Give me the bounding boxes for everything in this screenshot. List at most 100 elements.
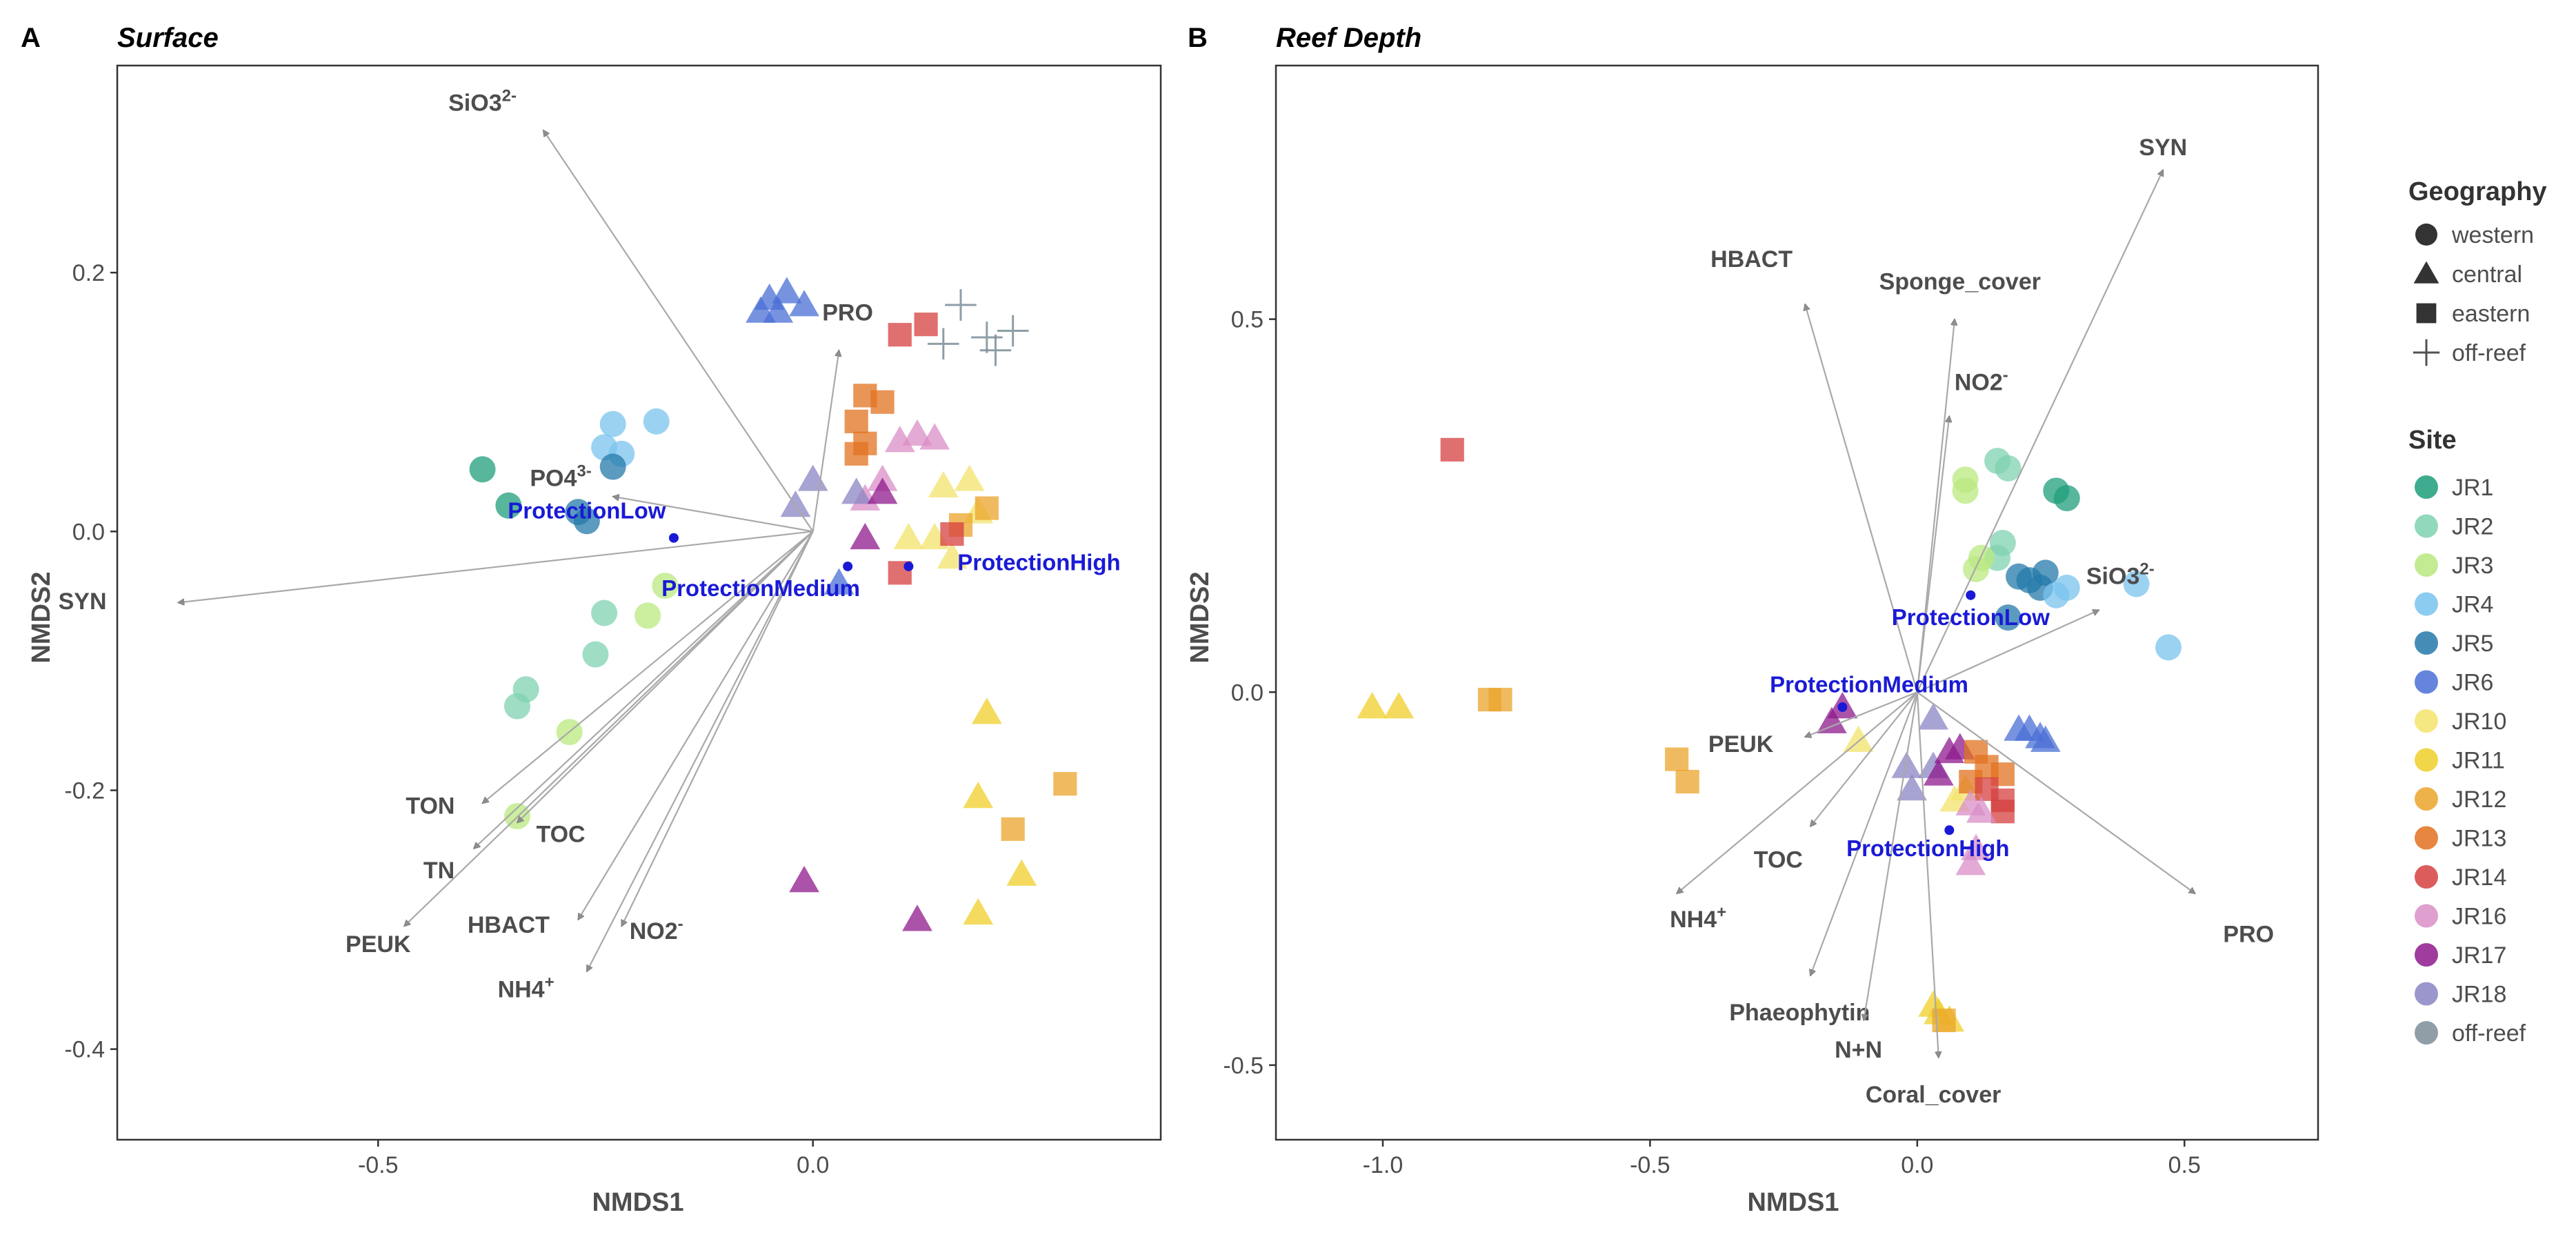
panel-a-plot: -0.5 0.0-0.4-0.20.00.2SiO32-PROPO43-SYNTO… xyxy=(59,64,1162,1178)
panel-b-vector-label: SYN xyxy=(2139,135,2187,161)
legend-geo-label: central xyxy=(2452,261,2522,288)
panel-a-point-jr13 xyxy=(844,442,868,466)
panel-a-point-jr3 xyxy=(652,573,679,600)
panel-a-point-jr18 xyxy=(780,490,811,517)
panel-a-letter: A xyxy=(21,23,41,53)
panel-b-vector-label: HBACT xyxy=(1710,246,1793,273)
panel-b-point-jr17 xyxy=(1923,759,1954,786)
panel-b-vector-arrow xyxy=(1805,304,1918,693)
panel-b-point-jr11 xyxy=(1384,692,1415,719)
panel-a-vector-arrow xyxy=(577,531,814,920)
panel-a-vector-arrow xyxy=(474,531,814,849)
panel-b-vector-arrow xyxy=(1810,691,1918,827)
panel-b-x-tick-label: 0.5 xyxy=(2168,1152,2201,1178)
panel-a-y-tick-label: 0.0 xyxy=(72,519,105,545)
panel-b-point-jr4 xyxy=(2155,634,2182,661)
panel-b-x-axis-title: NMDS1 xyxy=(1747,1188,1839,1217)
panel-b-vector-label: Sponge_cover xyxy=(1879,268,2041,295)
panel-b-y-axis-title: NMDS2 xyxy=(1186,571,1215,663)
panel-a-title: Surface xyxy=(117,23,219,53)
panel-b-point-jr10 xyxy=(1843,725,1874,752)
panel-a-point-jr2 xyxy=(582,641,609,668)
panel-a-point-jr13 xyxy=(870,390,895,414)
panel-b-vector-arrow xyxy=(1916,170,2163,693)
legend-site-swatch xyxy=(2415,709,2438,733)
panel-a-point-jr6 xyxy=(771,277,802,304)
panel-a-frame xyxy=(116,64,1162,1141)
panel-a-point-jr10 xyxy=(954,464,985,491)
panel-b-point-jr17 xyxy=(1817,706,1847,733)
panel-b-frame xyxy=(1275,64,2319,1141)
legend-site-swatch xyxy=(2415,475,2438,499)
panel-a-point-off-reef xyxy=(927,328,959,360)
panel-a-point-jr6 xyxy=(789,290,819,317)
panel-a-point-off-reef xyxy=(945,289,977,321)
panel-a-vector-arrow xyxy=(404,531,814,926)
legend-site-swatch xyxy=(2415,787,2438,811)
panel-b-vector-label: N+N xyxy=(1835,1037,1882,1063)
legend-site-title: Site xyxy=(2408,426,2457,455)
panel-b-y-tick-label: -0.5 xyxy=(1223,1053,1264,1079)
panel-a-point-off-reef xyxy=(979,334,1012,366)
legend-geo-symbol-eastern xyxy=(2416,303,2437,324)
panel-a-protection-label: ProtectionLow xyxy=(508,498,666,524)
legend-site-swatch xyxy=(2415,748,2438,772)
panel-b-plot: -1.0 -0.5 0.0 0.5 -0.5 0.0 0.5 SYN HBACT Sponge_c… xyxy=(1223,64,2319,1178)
panel-a-vector-label: SYN xyxy=(59,588,107,615)
panel-b-protection-label: ProtectionHigh xyxy=(1846,835,2010,861)
panel-b-point-jr3 xyxy=(1952,477,1979,504)
panel-a-point-jr3 xyxy=(635,602,661,629)
panel-b-point-jr16 xyxy=(1961,833,1991,860)
panel-a-vector-label: PRO xyxy=(822,300,873,326)
panel-b-protection-label: ProtectionLow xyxy=(1892,604,2050,630)
legend-site-label: JR4 xyxy=(2452,592,2493,618)
panel-a-point-jr5 xyxy=(599,453,626,480)
panel-a-point-off-reef xyxy=(971,321,1003,353)
legend-geo-symbol-central xyxy=(2413,261,2439,284)
panel-a-vector-label: TOC xyxy=(536,822,585,848)
panel-a-point-jr1 xyxy=(495,492,522,519)
legend-site-swatch xyxy=(2415,826,2438,850)
panel-a-x-tick-label: -0.5 xyxy=(358,1152,399,1178)
panel-b-point-jr12 xyxy=(1675,769,1699,794)
panel-a-vector-arrow xyxy=(543,130,814,532)
panel-a-vector-arrow xyxy=(483,531,814,803)
panel-b-vector-arrow xyxy=(1917,610,2099,693)
panel-a-point-jr5 xyxy=(573,508,600,535)
panel-b-protection-label: ProtectionMedium xyxy=(1770,671,1968,697)
panel-a-point-jr2 xyxy=(503,693,530,720)
legend-geo-symbol-western xyxy=(2415,224,2437,246)
panel-a-point-jr11 xyxy=(1006,859,1037,886)
panel-a-vector-label: TON xyxy=(406,793,455,819)
panel-b-vector-label: PEUK xyxy=(1708,731,1774,758)
panel-a-point-jr10 xyxy=(937,542,968,569)
panel-a-point-jr16 xyxy=(902,419,932,446)
legend-site-swatch xyxy=(2415,865,2438,889)
legend-site-swatch xyxy=(2415,592,2438,616)
panel-a-point-jr12 xyxy=(975,496,999,520)
panel-b-point-jr17 xyxy=(1934,736,1965,764)
legend-site-swatch xyxy=(2415,514,2438,538)
panel-b-vector-label: NO2- xyxy=(1955,366,2008,395)
panel-b-point-jr18 xyxy=(1897,773,1927,801)
legend-geography-title: Geography xyxy=(2408,177,2547,206)
panel-a-y-tick-label: -0.2 xyxy=(64,778,105,804)
panel-a-protection-label: ProtectionHigh xyxy=(957,550,1121,575)
panel-b-vector-arrow xyxy=(1917,691,2195,893)
panel-b-x-tick-label: 0.0 xyxy=(1901,1152,1933,1178)
panel-b-y-tick-label: 0.5 xyxy=(1231,307,1264,333)
panel-a-y-tick-label: 0.2 xyxy=(72,260,105,286)
legend-site-swatch xyxy=(2415,943,2438,967)
legend-site-swatch xyxy=(2415,670,2438,694)
legend-site-swatch xyxy=(2415,1021,2438,1045)
panel-a-point-jr2 xyxy=(591,600,618,626)
panel-a-point-jr17 xyxy=(867,477,898,504)
panel-b-vector-arrow xyxy=(1805,691,1918,737)
panel-b-protection-centroid xyxy=(1966,590,1976,600)
panel-b-letter: B xyxy=(1188,23,1208,53)
panel-a-protection-label: ProtectionMedium xyxy=(661,575,860,601)
panel-a-vector-label: PO43- xyxy=(530,462,591,492)
panel-b-point-jr18 xyxy=(1891,751,1922,778)
legend-site-label: JR12 xyxy=(2452,786,2506,813)
